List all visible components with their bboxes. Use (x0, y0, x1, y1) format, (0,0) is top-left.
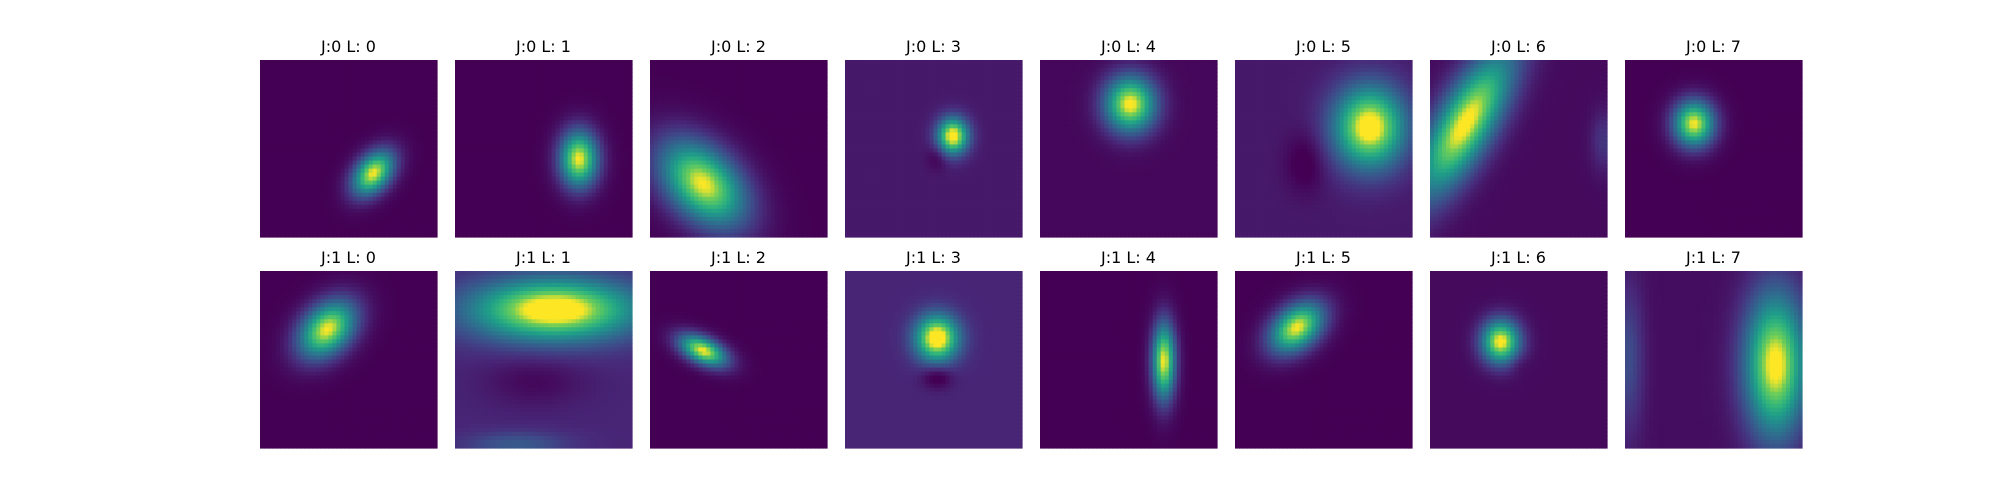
heatmap-image (1040, 271, 1218, 449)
panel-title: J:0 L: 1 (515, 37, 571, 56)
panel-title: J:1 L: 4 (1100, 248, 1156, 267)
panel-title: J:1 L: 7 (1685, 248, 1741, 267)
panel-title: J:1 L: 5 (1295, 248, 1351, 267)
panel-title: J:0 L: 2 (710, 37, 766, 56)
panel-14: J:1 L: 5 (1235, 248, 1413, 449)
heatmap-image (1430, 271, 1608, 449)
heatmap-image (1235, 271, 1413, 449)
heatmap-image (845, 60, 1023, 238)
heatmap-image (1625, 60, 1803, 238)
panel-title: J:1 L: 6 (1490, 248, 1546, 267)
heatmap-image (260, 60, 438, 238)
panel-5: J:0 L: 4 (1040, 37, 1218, 238)
panel-title: J:0 L: 7 (1685, 37, 1741, 56)
heatmap-image (845, 271, 1023, 449)
panel-title: J:0 L: 5 (1295, 37, 1351, 56)
panel-title: J:1 L: 3 (905, 248, 961, 267)
heatmap-image (455, 271, 633, 449)
panel-title: J:1 L: 0 (320, 248, 376, 267)
heatmap-image (650, 271, 828, 449)
heatmap-image (1040, 60, 1218, 238)
panel-title: J:1 L: 2 (710, 248, 766, 267)
heatmap-image (260, 271, 438, 449)
panel-13: J:1 L: 4 (1040, 248, 1218, 449)
panel-6: J:0 L: 5 (1235, 37, 1413, 238)
panel-8: J:0 L: 7 (1625, 37, 1803, 238)
heatmap-image (455, 60, 633, 238)
panel-4: J:0 L: 3 (845, 37, 1023, 238)
panel-title: J:0 L: 0 (320, 37, 376, 56)
panel-title: J:0 L: 3 (905, 37, 961, 56)
heatmap-image (1625, 271, 1803, 449)
heatmap-image (1235, 60, 1413, 238)
panel-9: J:1 L: 0 (260, 248, 438, 449)
panel-10: J:1 L: 1 (455, 248, 633, 449)
panel-7: J:0 L: 6 (1430, 37, 1608, 238)
panel-title: J:0 L: 4 (1100, 37, 1156, 56)
panel-11: J:1 L: 2 (650, 248, 828, 449)
panel-title: J:1 L: 1 (515, 248, 571, 267)
panel-3: J:0 L: 2 (650, 37, 828, 238)
panel-16: J:1 L: 7 (1625, 248, 1803, 449)
panel-1: J:0 L: 0 (260, 37, 438, 238)
panel-title: J:0 L: 6 (1490, 37, 1546, 56)
panel-15: J:1 L: 6 (1430, 248, 1608, 449)
panel-2: J:0 L: 1 (455, 37, 633, 238)
heatmap-image (650, 60, 828, 238)
panel-12: J:1 L: 3 (845, 248, 1023, 449)
heatmap-image (1430, 60, 1608, 238)
